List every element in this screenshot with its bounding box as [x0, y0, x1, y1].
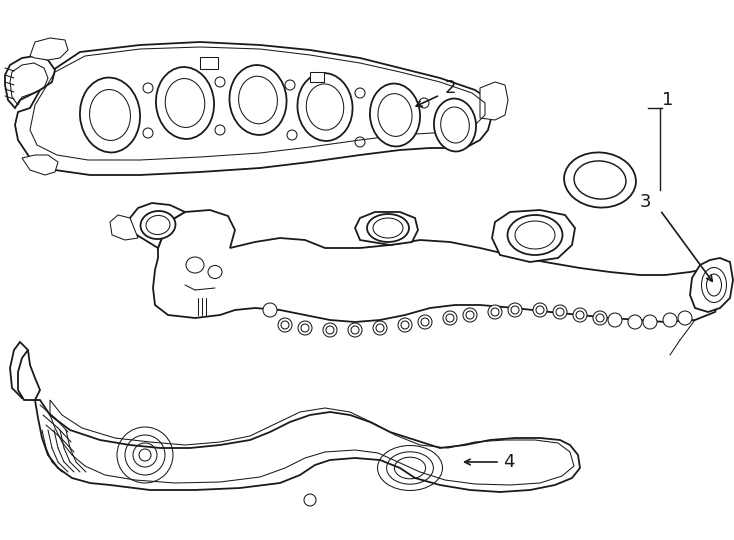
Ellipse shape: [488, 305, 502, 319]
Polygon shape: [10, 342, 580, 492]
FancyBboxPatch shape: [200, 57, 218, 69]
Ellipse shape: [663, 313, 677, 327]
Ellipse shape: [508, 303, 522, 317]
Ellipse shape: [434, 98, 476, 151]
Polygon shape: [5, 56, 55, 108]
Text: 1: 1: [662, 91, 674, 109]
Ellipse shape: [230, 65, 286, 135]
Polygon shape: [480, 82, 508, 120]
Ellipse shape: [80, 78, 140, 152]
Polygon shape: [355, 212, 418, 245]
Polygon shape: [130, 203, 185, 248]
Ellipse shape: [140, 211, 175, 239]
Polygon shape: [153, 210, 722, 322]
Ellipse shape: [608, 313, 622, 327]
Polygon shape: [22, 155, 58, 175]
Ellipse shape: [553, 305, 567, 319]
Ellipse shape: [348, 323, 362, 337]
Polygon shape: [492, 210, 575, 262]
Ellipse shape: [418, 315, 432, 329]
Ellipse shape: [463, 308, 477, 322]
Ellipse shape: [398, 318, 412, 332]
Ellipse shape: [278, 318, 292, 332]
Ellipse shape: [593, 311, 607, 325]
Ellipse shape: [678, 311, 692, 325]
Text: 2: 2: [444, 79, 456, 97]
Text: 3: 3: [639, 193, 651, 211]
Polygon shape: [15, 42, 492, 175]
Ellipse shape: [564, 152, 636, 207]
Ellipse shape: [297, 73, 352, 141]
Ellipse shape: [370, 84, 420, 146]
FancyBboxPatch shape: [310, 72, 324, 82]
Ellipse shape: [263, 303, 277, 317]
Polygon shape: [18, 350, 40, 400]
Ellipse shape: [507, 215, 562, 255]
Ellipse shape: [304, 494, 316, 506]
Ellipse shape: [628, 315, 642, 329]
Ellipse shape: [298, 321, 312, 335]
Ellipse shape: [367, 214, 409, 242]
Ellipse shape: [573, 308, 587, 322]
Ellipse shape: [373, 321, 387, 335]
Polygon shape: [30, 38, 68, 60]
Polygon shape: [690, 258, 733, 312]
Ellipse shape: [443, 311, 457, 325]
Ellipse shape: [323, 323, 337, 337]
Ellipse shape: [156, 67, 214, 139]
Text: 4: 4: [503, 453, 515, 471]
Ellipse shape: [643, 315, 657, 329]
Ellipse shape: [533, 303, 547, 317]
Polygon shape: [110, 215, 138, 240]
